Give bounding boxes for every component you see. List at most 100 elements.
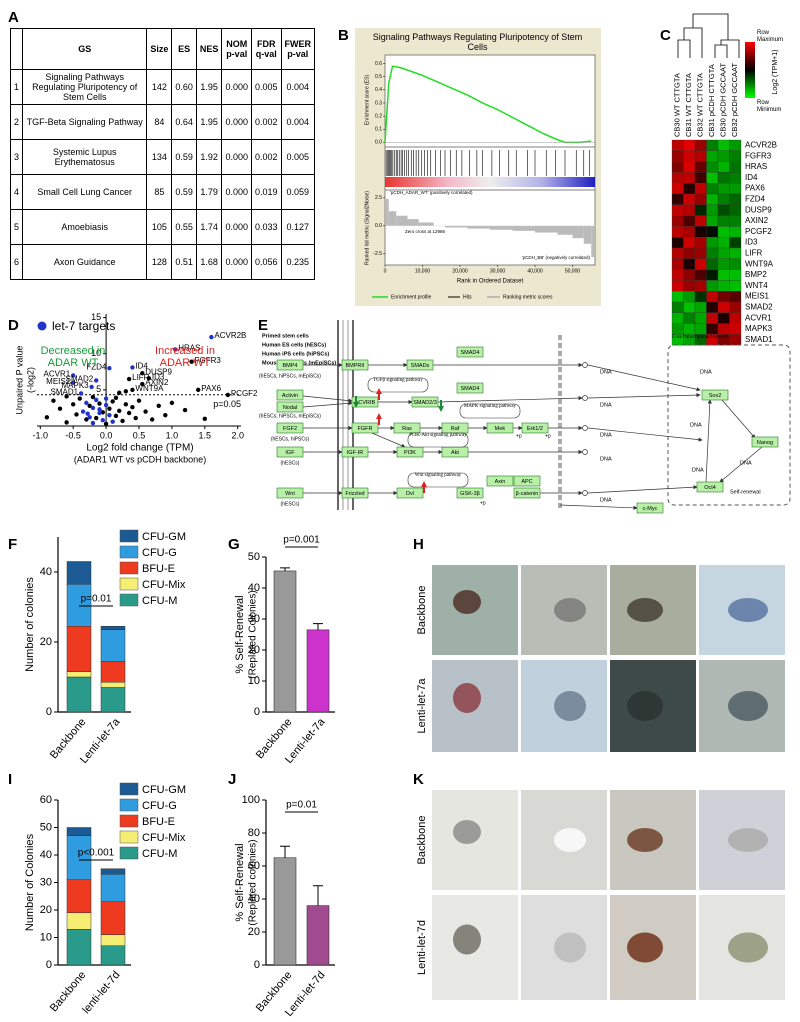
point-label: ID3	[152, 372, 165, 381]
bar-segment	[66, 584, 92, 627]
y-axis-label: Number of Colonies	[24, 833, 36, 931]
heat-cell	[729, 312, 742, 324]
y-tick-label: 60	[248, 860, 260, 872]
legend-swatch	[119, 577, 139, 591]
row-label: Lenti-let-7a	[416, 678, 428, 734]
legend-label: BFU-E	[142, 816, 175, 828]
arrow	[587, 427, 703, 442]
data-point	[123, 402, 129, 407]
point-label: ID4	[135, 362, 148, 371]
heat-cell	[671, 269, 684, 281]
point-label: FZD4	[86, 362, 107, 371]
legend-label: CFU-GM	[142, 784, 186, 796]
ranking-bar	[583, 225, 592, 244]
panel-label: A	[8, 9, 19, 26]
dna-site	[582, 395, 588, 401]
y2-axis-label: Ranked list metric (Signal2Noise)	[364, 191, 370, 265]
cell-type: Primed stem cells	[262, 333, 309, 339]
data-point	[64, 420, 69, 425]
bar-segment	[100, 934, 126, 946]
row-label: PAX6	[745, 184, 765, 193]
data-point	[140, 371, 145, 376]
heat-cell	[694, 161, 707, 173]
panel-label: I	[8, 771, 12, 788]
x-tick-label: 30,000	[490, 268, 506, 274]
data-point	[146, 376, 152, 381]
pathway-node	[406, 359, 434, 371]
heat-cell	[729, 204, 742, 216]
colony	[627, 691, 663, 721]
y-tick-label: 0.4	[375, 87, 382, 93]
node-label: Raf	[451, 426, 460, 432]
y-tick-label: 30	[248, 613, 260, 625]
dna-label: DNA	[690, 422, 702, 428]
data-point	[103, 402, 109, 408]
pathway-node	[276, 389, 304, 401]
pathway-node	[456, 487, 484, 499]
heat-cell	[706, 237, 719, 249]
bar-segment	[66, 626, 92, 672]
heat-cell	[706, 226, 719, 238]
data-point	[136, 398, 142, 403]
data-point	[97, 401, 102, 406]
data-point	[130, 387, 135, 393]
heat-cell	[706, 323, 719, 335]
legend-label: Ranking metric scores	[503, 294, 553, 300]
column-label: CB32 WT CTTGTA	[696, 73, 705, 137]
heat-cell	[671, 183, 684, 195]
heat-cell	[729, 280, 742, 292]
enrichment-line	[384, 65, 592, 144]
y-tick-label: 20	[40, 904, 52, 916]
node-label: Erk1/2	[527, 426, 543, 432]
panel-label: C	[660, 27, 671, 44]
y-axis-label: (-log2)	[25, 367, 35, 393]
node-label: Nodal	[283, 405, 297, 411]
x-tick-label: 1.5	[199, 430, 212, 440]
heat-cell	[694, 193, 707, 205]
row-label: PCGF2	[745, 227, 772, 236]
pathway-node	[276, 401, 304, 413]
heat-cell	[694, 237, 707, 249]
y-axis-label: Enrichment score (ES)	[364, 75, 370, 126]
cell-type: Human ES cells (hESCs)	[262, 342, 326, 348]
colony	[453, 820, 481, 844]
y-tick-label: 20	[248, 644, 260, 656]
row-label: ID3	[745, 238, 758, 247]
heat-cell	[717, 204, 730, 216]
arrow	[705, 399, 712, 483]
heat-cell	[729, 172, 742, 184]
bar-segment	[100, 682, 126, 688]
node-label: FGFR	[358, 426, 373, 432]
row-label: MEIS1	[745, 292, 770, 301]
colony	[627, 828, 663, 852]
heat-cell	[671, 301, 684, 313]
row-label: FZD4	[745, 195, 766, 204]
point-label: LIFR	[132, 373, 150, 382]
heat-cell	[683, 323, 696, 335]
bar-segment	[100, 687, 126, 713]
regulation-arrow	[376, 413, 382, 425]
legend-label: Enrichment profile	[391, 294, 432, 300]
data-point	[202, 416, 208, 421]
colony	[728, 598, 768, 622]
y-tick-label: 50	[248, 551, 260, 563]
arrow	[437, 395, 583, 403]
heat-cell	[683, 258, 696, 270]
x-tick-label: 50,000	[565, 268, 581, 274]
heat-cell	[729, 247, 742, 259]
node-label: Oct4	[704, 485, 716, 491]
y-tick-label: 40	[248, 582, 260, 594]
node-label: Mek	[495, 426, 506, 432]
heat-cell	[717, 258, 730, 270]
row-label: ACVR2B	[745, 141, 777, 150]
heat-cell	[717, 291, 730, 303]
heat-cell	[717, 247, 730, 259]
data-point	[100, 418, 106, 423]
dna-label: DNA	[600, 369, 612, 375]
data-point	[163, 412, 168, 418]
y-tick-label: 40	[40, 849, 52, 861]
row-label: WNT9A	[745, 259, 774, 268]
data-point	[80, 409, 86, 414]
bar-segment	[100, 945, 126, 966]
